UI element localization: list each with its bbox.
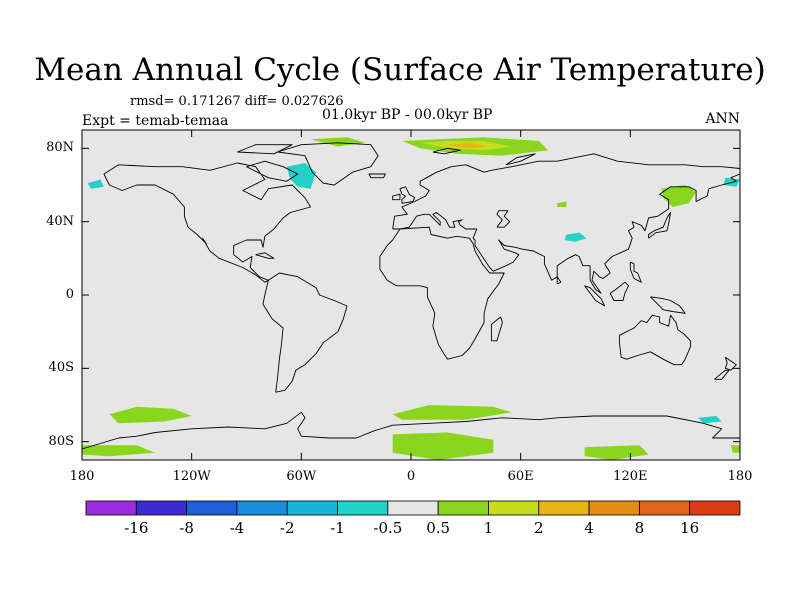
coastline-antarctica: [81, 411, 740, 450]
coastline-borneo: [609, 281, 629, 301]
colorbar-label: -4: [229, 519, 245, 537]
colorbar-swatch: [85, 500, 137, 516]
anomaly-region-antarctic-180: [730, 445, 740, 453]
colorbar-swatch: [689, 500, 741, 516]
coastline-north-america: [103, 162, 311, 283]
anomaly-region-barents-core: [447, 142, 488, 149]
map-background: [82, 130, 740, 460]
experiment-text: Expt = temab-temaa: [82, 113, 229, 129]
anomaly-region-antarctic-120e: [584, 445, 649, 460]
stats-text: rmsd= 0.171267 diff= 0.027626: [130, 94, 344, 109]
coastline-ellesmere: [237, 144, 293, 155]
y-tick-label: 0: [65, 287, 74, 302]
coastline-new-zealand: [724, 356, 737, 371]
colorbar-label: 8: [634, 519, 645, 537]
x-tick-label: 120E: [613, 469, 648, 484]
period-text: 01.0kyr BP - 00.0kyr BP: [322, 107, 493, 123]
coastline-sri-lanka: [556, 276, 562, 285]
colorbar-swatch: [488, 500, 540, 516]
coastline-britain: [399, 186, 416, 204]
coastline-greenland: [277, 142, 379, 186]
y-tick-label: 80N: [46, 140, 74, 156]
x-tick-label: 180: [69, 469, 95, 484]
colorbar-label: 1: [483, 519, 494, 537]
coastline-caspian: [496, 210, 511, 228]
anomaly-region-kamchatka: [661, 185, 697, 207]
coastline-south-america: [262, 272, 348, 393]
coastline-new-guinea: [650, 296, 686, 314]
anomaly-region-antarctic-east: [392, 432, 494, 460]
coastline-africa: [379, 226, 505, 360]
y-tick-label: 40N: [46, 213, 74, 229]
x-tick-label: 60W: [286, 469, 317, 484]
coastline-australia: [618, 314, 692, 366]
x-tick-label: 0: [406, 469, 416, 484]
anomaly-region-bering-west: [87, 179, 104, 189]
coastline-cuba: [255, 252, 275, 259]
anomaly-region-labrador-sea: [286, 163, 316, 189]
season-text: ANN: [705, 111, 740, 127]
coastline-madagascar: [490, 316, 503, 342]
colorbar-swatch: [186, 500, 238, 516]
coastline-ireland: [392, 193, 401, 201]
chart-title: Mean Annual Cycle (Surface Air Temperatu…: [34, 52, 766, 88]
coastline-iceland: [368, 173, 386, 179]
coastline-sumatra: [584, 285, 606, 307]
colorbar-label: -2: [279, 519, 295, 537]
colorbar-swatch: [286, 500, 338, 516]
colorbar-swatch: [588, 500, 640, 516]
colorbar-swatch: [638, 500, 691, 516]
colorbar-swatch: [538, 500, 590, 516]
x-tick-label: 180: [727, 469, 753, 484]
anomaly-region-greenland-north: [310, 137, 366, 147]
coastline-baffin: [246, 160, 299, 182]
anomaly-region-antarctic-pacific: [82, 445, 156, 457]
colorbar-swatch: [236, 500, 288, 516]
colorbar-label: 0.5: [426, 519, 451, 537]
colorbar-label: 2: [533, 519, 544, 537]
colorbar-label: -16: [124, 519, 149, 537]
colorbar-swatch: [337, 500, 389, 516]
x-tick-label: 120W: [172, 469, 211, 484]
anomaly-region-southern-ocean-atlantic: [392, 405, 512, 420]
coastline-nz-south: [714, 369, 730, 380]
colorbar-label: -1: [330, 519, 345, 537]
colorbar-label: -8: [179, 519, 194, 537]
y-tick-label: 40S: [48, 360, 74, 376]
coastline-eurasia: [392, 153, 741, 294]
colorbar-label: 16: [680, 519, 700, 537]
anomaly-region-ross-sea: [698, 416, 722, 424]
coastline-novaya-zemlya: [505, 153, 536, 166]
coastline-svalbard: [432, 147, 461, 155]
coastline-japan: [648, 212, 671, 239]
colorbar-swatch: [387, 500, 439, 516]
colorbar-label: 4: [584, 519, 594, 537]
x-tick-label: 60E: [507, 469, 534, 484]
anomaly-region-tibet: [564, 232, 587, 242]
anomaly-region-siberia-small: [557, 201, 567, 207]
colorbar-label: -0.5: [373, 519, 403, 537]
anomaly-region-southern-ocean-pacific: [109, 406, 192, 424]
coastline-philippines: [629, 261, 642, 283]
colorbar-swatch: [437, 500, 489, 516]
y-tick-label: 80S: [48, 433, 74, 449]
colorbar-swatch: [135, 500, 188, 516]
